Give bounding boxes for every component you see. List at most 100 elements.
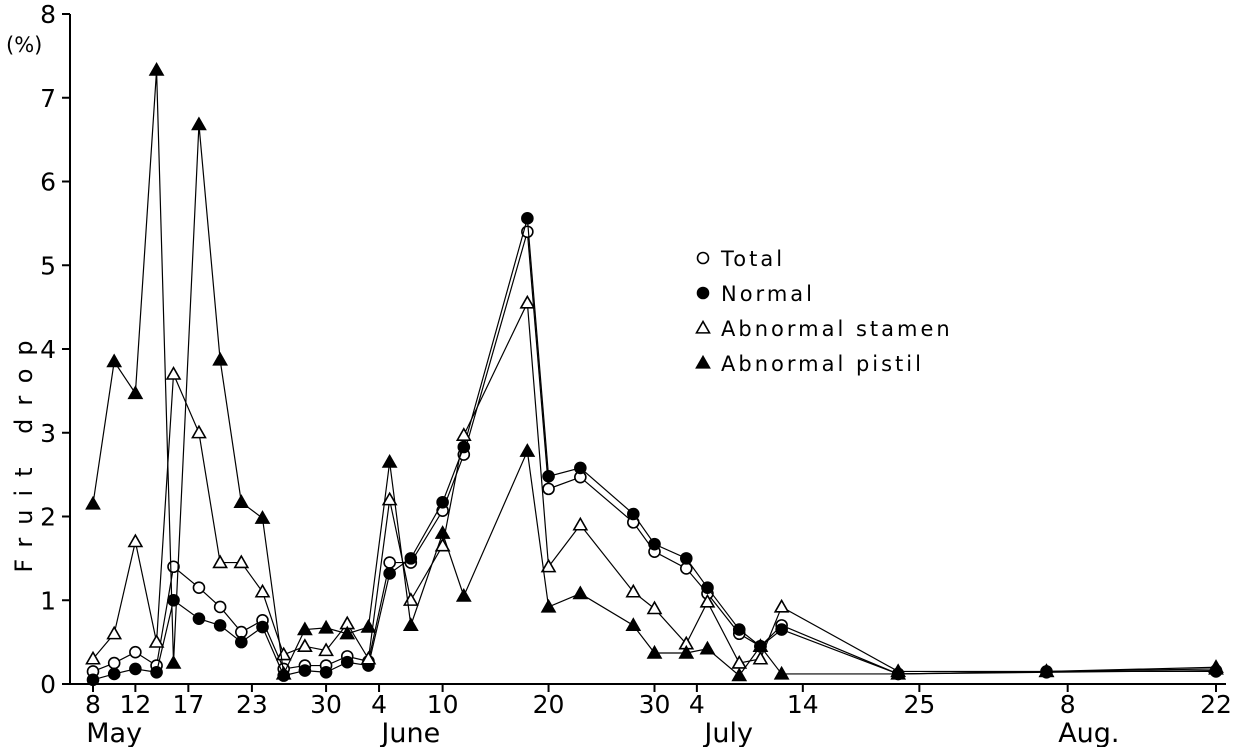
data-point-abnormal-pistil [85, 495, 101, 510]
legend-marker-abnormal-pistil [695, 354, 711, 369]
data-point-normal [457, 440, 471, 454]
data-point-abnormal-stamen [360, 650, 377, 665]
data-point-abnormal-pistil [434, 525, 451, 539]
y-tick-label: 5 [40, 251, 56, 280]
data-point-normal [436, 495, 449, 509]
legend-label-normal: Normal [721, 282, 815, 306]
y-tick-label: 0 [40, 670, 56, 699]
x-tick-label: 4 [689, 690, 705, 719]
series-abnormal-pistil [85, 62, 1224, 682]
data-point-normal [383, 567, 396, 580]
y-tick-label: 7 [40, 84, 56, 113]
data-point-abnormal-stamen [85, 650, 101, 665]
x-tick-label: 23 [236, 690, 268, 719]
data-point-normal [107, 667, 121, 681]
y-axis-label: Fruit drop [10, 327, 38, 572]
data-point-abnormal-stamen [212, 554, 229, 569]
data-point-abnormal-pistil [254, 510, 271, 524]
x-ticks: 8 12 17 23 30 4 10 20 30 4 14 25 8 22 [85, 684, 1232, 719]
data-point-total [129, 645, 142, 659]
y-axis-unit: (%) [6, 33, 42, 57]
data-point-abnormal-pistil [191, 116, 207, 131]
data-point-abnormal-stamen [455, 427, 472, 441]
data-point-normal [542, 469, 555, 483]
data-point-normal [167, 593, 180, 607]
legend: Total Normal Abnormal stamen Abnormal pisti… [695, 247, 950, 376]
series-normal [86, 212, 1223, 687]
data-point-total [192, 581, 206, 594]
data-point-abnormal-pistil [148, 62, 165, 76]
data-point-normal [340, 655, 354, 669]
data-point-abnormal-pistil [455, 587, 472, 602]
data-point-abnormal-stamen [254, 583, 271, 598]
data-point-normal [235, 635, 248, 649]
data-point-abnormal-stamen [402, 592, 419, 606]
x-tick-label: 8 [85, 690, 101, 719]
data-point-abnormal-stamen [191, 424, 207, 439]
data-point-abnormal-pistil [318, 619, 334, 634]
data-point-abnormal-stamen [297, 638, 313, 652]
x-tick-label: 20 [533, 690, 565, 719]
data-point-abnormal-stamen [165, 366, 182, 380]
data-point-abnormal-pistil [890, 665, 907, 680]
data-point-abnormal-pistil [625, 617, 642, 632]
data-point-abnormal-pistil [212, 351, 229, 366]
data-point-normal [732, 623, 746, 636]
y-tick-label: 8 [40, 0, 56, 29]
data-point-abnormal-pistil [519, 443, 536, 457]
data-point-normal [86, 673, 100, 687]
data-point-abnormal-stamen [106, 625, 123, 640]
data-point-abnormal-pistil [752, 638, 769, 652]
data-point-abnormal-pistil [540, 598, 557, 613]
axes [69, 14, 1226, 685]
data-point-abnormal-stamen [625, 583, 642, 598]
data-point-abnormal-pistil [699, 640, 716, 655]
data-point-abnormal-stamen [572, 516, 589, 531]
x-tick-label: 30 [639, 690, 671, 719]
data-point-abnormal-stamen [381, 491, 398, 506]
y-tick-label: 1 [40, 586, 56, 615]
legend-label-total: Total [720, 247, 785, 271]
data-point-normal [150, 665, 163, 679]
data-point-abnormal-pistil [127, 385, 144, 400]
x-tick-label: 22 [1200, 690, 1232, 719]
data-point-abnormal-pistil [381, 453, 398, 468]
data-point-abnormal-pistil [402, 617, 419, 632]
data-point-normal [298, 664, 312, 677]
data-point-normal [319, 665, 333, 679]
data-point-abnormal-pistil [165, 654, 182, 669]
data-point-abnormal-stamen [148, 634, 165, 648]
month-label: Aug. [1058, 718, 1119, 747]
data-point-total [383, 556, 396, 569]
data-point-abnormal-stamen [752, 650, 769, 665]
y-tick-label: 6 [40, 168, 56, 197]
x-tick-label: 30 [310, 690, 342, 719]
data-point-abnormal-pistil [646, 644, 663, 659]
data-point-abnormal-pistil [572, 585, 589, 600]
data-point-normal [648, 537, 661, 551]
data-point-normal [192, 612, 206, 625]
data-point-abnormal-pistil [1038, 663, 1055, 678]
y-tick-label: 3 [40, 419, 56, 448]
x-tick-label: 14 [787, 690, 819, 719]
data-point-total [542, 482, 555, 496]
data-point-abnormal-pistil [275, 665, 292, 680]
data-point-abnormal-pistil [360, 618, 377, 633]
data-point-abnormal-stamen [127, 533, 144, 548]
data-point-abnormal-stamen [519, 294, 536, 309]
data-point-abnormal-pistil [339, 625, 356, 640]
legend-label-abnormal-pistil: Abnormal pistil [721, 352, 924, 376]
y-tick-label: 2 [40, 503, 56, 532]
x-tick-label: 10 [427, 690, 459, 719]
data-point-normal [627, 507, 640, 521]
data-point-abnormal-stamen [773, 598, 790, 613]
x-tick-label: 12 [119, 690, 151, 719]
data-point-normal [404, 552, 418, 565]
data-point-total [213, 600, 227, 614]
x-tick-label: 17 [172, 690, 204, 719]
data-point-abnormal-pistil [773, 665, 790, 680]
data-point-abnormal-pistil [233, 494, 250, 508]
x-tick-label: 4 [371, 690, 387, 719]
data-point-abnormal-pistil [731, 667, 748, 682]
